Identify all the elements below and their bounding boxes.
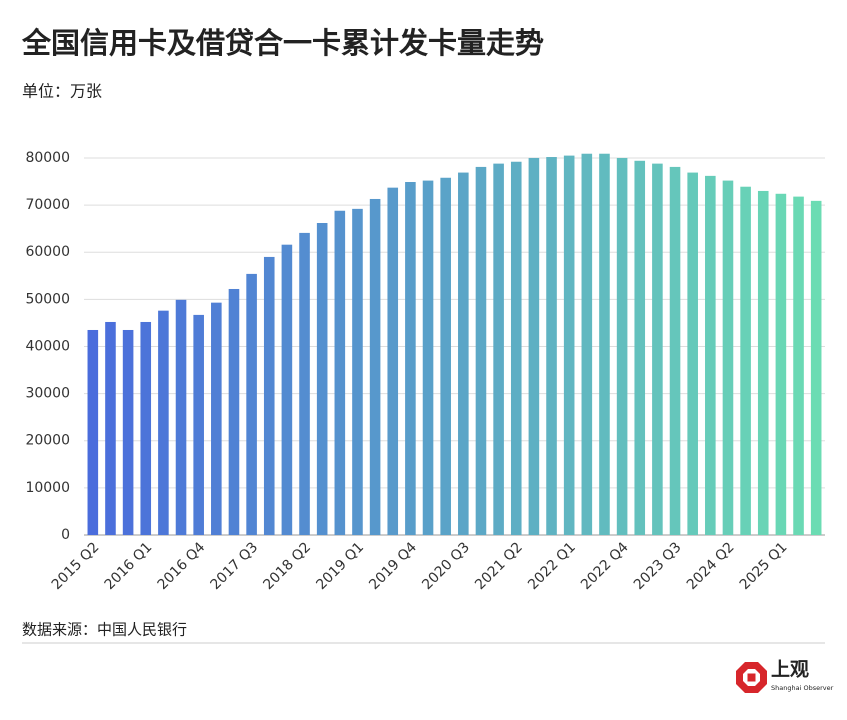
bar (299, 232, 310, 536)
bar (493, 163, 504, 535)
x-tick-label: 2022 Q1 (525, 539, 579, 593)
y-tick-label: 30000 (25, 386, 70, 402)
bar (475, 166, 487, 535)
source: 数据来源：中国人民银行 (22, 621, 187, 639)
y-tick-label: 10000 (25, 480, 70, 496)
bar (246, 273, 257, 535)
bar (528, 157, 540, 535)
bar (652, 163, 663, 535)
y-tick-label: 20000 (25, 433, 70, 449)
bar (316, 223, 328, 535)
bar (740, 186, 751, 535)
x-tick-label: 2020 Q3 (419, 539, 473, 593)
bar (140, 321, 152, 535)
x-tick-label: 2016 Q4 (155, 539, 209, 593)
bar (634, 160, 646, 535)
bar (510, 161, 522, 536)
bar (687, 172, 698, 535)
chart-subtitle: 单位：万张 (22, 82, 102, 101)
bar (87, 329, 99, 535)
bar (563, 155, 575, 536)
bar (616, 157, 628, 535)
x-tick-label: 2024 Q2 (684, 539, 738, 593)
chart-title: 全国信用卡及借贷合一卡累计发卡量走势 (21, 26, 544, 60)
x-tick-label: 2016 Q1 (102, 539, 156, 593)
bar (193, 314, 204, 535)
x-tick-label: 2023 Q3 (631, 539, 685, 593)
y-tick-label: 50000 (25, 291, 70, 307)
bar (228, 288, 240, 535)
bar (581, 153, 593, 535)
x-tick-label: 2022 Q4 (578, 539, 632, 593)
bar (387, 187, 399, 535)
bar (757, 190, 769, 535)
bar (810, 200, 822, 535)
bar (599, 153, 610, 535)
x-tick-label: 2025 Q1 (737, 539, 791, 593)
logo-name-en: Shanghai Observer (771, 684, 834, 692)
x-tick-label: 2021 Q2 (472, 539, 526, 593)
bar (705, 175, 716, 535)
bar (263, 256, 275, 535)
bar (775, 193, 787, 535)
bar (440, 177, 451, 535)
y-tick-label: 0 (61, 527, 70, 543)
x-tick-label: 2017 Q3 (208, 539, 262, 593)
bar (281, 244, 293, 535)
bar (669, 166, 681, 535)
y-tick-label: 60000 (25, 244, 70, 260)
bar (158, 310, 169, 535)
x-tick-label: 2019 Q1 (313, 539, 367, 593)
y-tick-label: 80000 (25, 150, 70, 166)
y-tick-label: 70000 (25, 197, 70, 213)
bar (122, 329, 134, 535)
bar (793, 196, 804, 535)
y-tick-label: 40000 (25, 338, 70, 354)
bar (352, 208, 363, 535)
bar (546, 157, 557, 536)
bar (722, 180, 734, 535)
x-tick-label: 2018 Q2 (260, 539, 314, 593)
bar (105, 321, 116, 535)
bar (211, 302, 222, 535)
logo-icon (736, 662, 767, 693)
logo-name: 上观 (771, 659, 809, 681)
x-tick-label: 2015 Q2 (49, 539, 103, 593)
bar (175, 299, 187, 535)
bar (458, 172, 469, 535)
x-tick-label: 2019 Q4 (366, 539, 420, 593)
bar (334, 210, 346, 536)
bar (369, 198, 381, 536)
bar (422, 180, 434, 535)
bar (405, 182, 416, 535)
